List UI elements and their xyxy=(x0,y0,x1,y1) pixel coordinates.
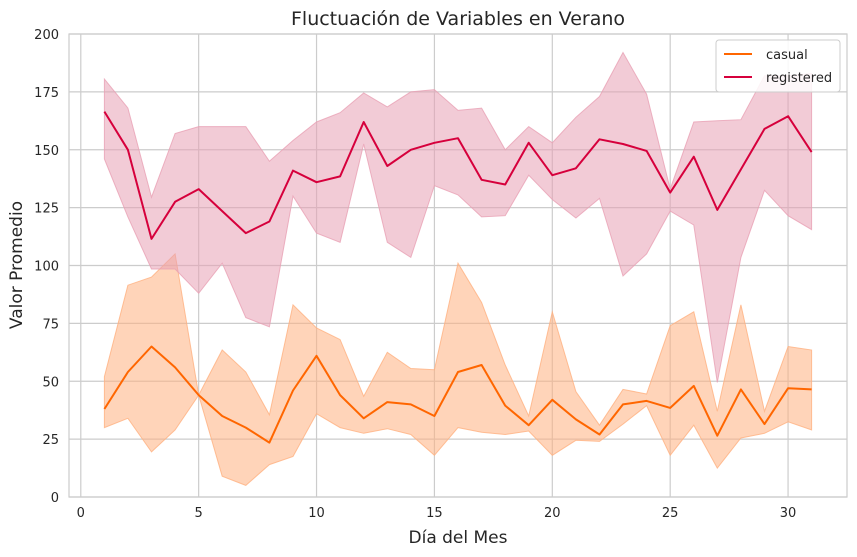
x-tick-label: 0 xyxy=(77,506,85,521)
y-tick-label: 75 xyxy=(42,317,59,332)
y-tick-label: 125 xyxy=(34,202,59,217)
x-axis-label: Día del Mes xyxy=(409,528,508,548)
y-tick-label: 50 xyxy=(42,375,59,390)
plot-frame xyxy=(68,33,848,498)
y-tick-label: 175 xyxy=(34,86,59,101)
x-tick-label: 20 xyxy=(544,506,561,521)
legend: casual registered xyxy=(715,39,841,93)
y-tick-label: 200 xyxy=(34,28,59,43)
confidence-band-registered xyxy=(103,51,813,383)
legend-label-registered: registered xyxy=(766,71,832,86)
confidence-band-casual xyxy=(103,252,813,486)
series-line-registered xyxy=(103,111,813,240)
y-tick-label: 150 xyxy=(34,144,59,159)
x-tick-label: 30 xyxy=(780,506,797,521)
y-tick-label: 0 xyxy=(51,491,59,506)
chart-title: Fluctuación de Variables en Verano xyxy=(291,8,625,30)
legend-label-casual: casual xyxy=(766,48,808,63)
y-tick-label: 25 xyxy=(42,433,59,448)
x-axis-ticks: 0 5 10 15 20 25 30 xyxy=(77,506,797,521)
x-tick-label: 5 xyxy=(195,506,203,521)
x-tick-label: 15 xyxy=(426,506,443,521)
y-tick-label: 100 xyxy=(34,260,59,275)
x-tick-label: 10 xyxy=(308,506,325,521)
series-lines xyxy=(103,111,813,444)
y-axis-ticks: 0 25 50 75 100 125 150 175 200 xyxy=(34,28,59,506)
confidence-bands xyxy=(103,51,813,486)
series-line-casual xyxy=(103,345,812,444)
x-tick-label: 25 xyxy=(662,506,679,521)
y-axis-label: Valor Promedio xyxy=(7,201,27,329)
